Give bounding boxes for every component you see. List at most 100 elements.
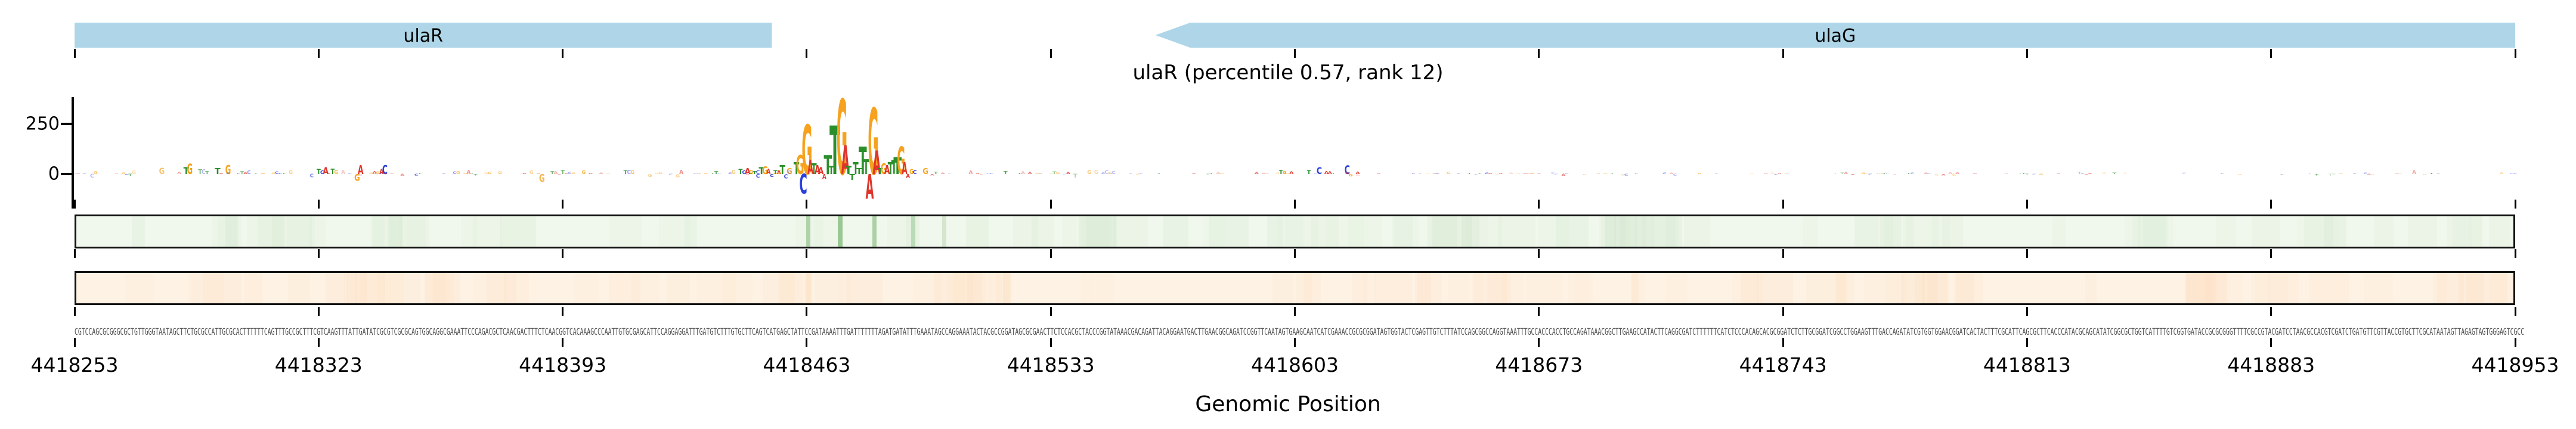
nucleotide-sequence-text: CGTCCAGCGCGGGCGCTGTTGGGTAATAGCTTCTGCGCCA… [75, 327, 2525, 338]
heat-stripe-faint [948, 273, 965, 303]
heat-stripe-faint [1162, 216, 1188, 247]
heat-stripe-faint [1285, 216, 1318, 247]
heat-stripe-faint [1684, 216, 1710, 247]
logo-letter: C [83, 173, 87, 174]
logo-letter: C [1457, 172, 1461, 174]
x-tick-label: 4418253 [30, 353, 119, 377]
x-tick [1049, 249, 1052, 258]
logo-letter: T [184, 165, 190, 176]
x-tick-label: 4418673 [1495, 353, 1583, 377]
heat-stripe-faint [914, 273, 942, 303]
logo-letter: G [1432, 173, 1436, 175]
logo-letter: G [334, 170, 338, 176]
logo-letter: C [2363, 172, 2367, 175]
logo-letter: T [254, 173, 258, 175]
logo-letter: T [2025, 173, 2029, 175]
heat-stripe-faint [1209, 216, 1249, 247]
logo-letter: T [317, 167, 321, 176]
heat-stripe-faint [1304, 273, 1321, 303]
logo-letter: C [278, 173, 283, 175]
logo-letter: C [1474, 174, 1478, 175]
heat-stripe [942, 216, 947, 247]
heat-stripe-faint [387, 216, 404, 247]
x-tick [1294, 249, 1296, 258]
logo-letter: A [941, 172, 946, 175]
heat-stripe-faint [2433, 273, 2446, 303]
x-tick [2026, 249, 2028, 258]
heat-stripe-faint [846, 273, 883, 303]
logo-letter: C [1411, 173, 1416, 175]
logo-letter: T [1875, 173, 1880, 174]
heat-stripe-faint [1296, 273, 1311, 303]
logo-letter: C [1927, 173, 1931, 175]
heat-stripe [872, 216, 877, 247]
logo-letter: G [484, 172, 488, 175]
x-tick [806, 200, 808, 209]
logo-letter: G [2123, 172, 2127, 175]
logo-letter: T [1052, 170, 1057, 175]
logo-letter: G [704, 173, 708, 175]
logo-letter: G [1219, 173, 1224, 175]
logo-letter: A [807, 157, 813, 179]
logo-letter: T [1004, 170, 1008, 175]
heat-stripe-faint [355, 273, 367, 303]
signal-y-axis-spine [72, 97, 74, 209]
heat-stripe-faint [425, 273, 460, 303]
gene-arrow-ulaG [1155, 23, 2515, 48]
logo-letter: A [1851, 173, 1856, 175]
logo-letter: A [1523, 173, 1527, 174]
heat-stripe-faint [344, 273, 357, 303]
logo-letter: A [745, 167, 751, 176]
heat-stripe-faint [288, 273, 309, 303]
logo-letter: A [2395, 173, 2399, 175]
logo-letter: G [749, 169, 753, 176]
logo-letter: A [872, 144, 881, 182]
logo-letter: A [554, 170, 558, 175]
logo-letter: G [1447, 172, 1451, 175]
logo-letter: T [934, 172, 939, 175]
heat-stripe [911, 216, 915, 247]
logo-letter: T [863, 156, 869, 179]
logo-letter: G [1108, 172, 1112, 175]
logo-letter: C [1314, 173, 1318, 174]
logo-letter: G [648, 173, 652, 178]
heat-stripe-faint [1085, 216, 1117, 247]
logo-letter: G [897, 139, 905, 183]
heat-stripe-faint [1473, 273, 1511, 303]
logo-letter: A [906, 174, 910, 180]
logo-letter: G [1094, 170, 1098, 176]
logo-letter: G [1698, 173, 1702, 175]
x-tick [2514, 49, 2516, 58]
logo-letter: C [226, 172, 230, 175]
heat-stripe-faint [2052, 216, 2066, 247]
heat-stripe-faint [2309, 273, 2349, 303]
heatmap-track-orange [75, 271, 2515, 305]
logo-letter: T [859, 139, 867, 184]
logo-letter: G [1049, 173, 1053, 175]
logo-letter: G [1934, 173, 1939, 176]
heat-stripe-faint [971, 273, 985, 303]
logo-letter: T [714, 170, 719, 175]
heat-stripe [806, 216, 811, 247]
logo-letter: A [390, 173, 394, 174]
logo-letter: G [1621, 173, 1625, 176]
heat-stripe-faint [1079, 216, 1116, 247]
heat-stripe-faint [1267, 216, 1283, 247]
logo-letter: T [877, 167, 883, 176]
logo-letter: C [202, 169, 206, 176]
logo-letter: T [1478, 173, 1482, 174]
logo-letter: T [1206, 174, 1210, 175]
x-tick [1538, 307, 1540, 316]
heat-stripe-faint [504, 273, 529, 303]
logo-letter: A [1844, 172, 1849, 175]
heat-stripe-faint [1953, 273, 1974, 303]
x-tick-label: 4418323 [274, 353, 363, 377]
logo-letter: G [1349, 173, 1353, 178]
gene-arrow-ulaR [75, 23, 772, 48]
logo-letter: A [589, 173, 593, 175]
logo-letter: C [800, 169, 807, 201]
plot-title: ulaR (percentile 0.57, rank 12) [1132, 61, 1444, 85]
logo-letter: C [728, 172, 732, 175]
heat-stripe-faint [243, 273, 262, 303]
